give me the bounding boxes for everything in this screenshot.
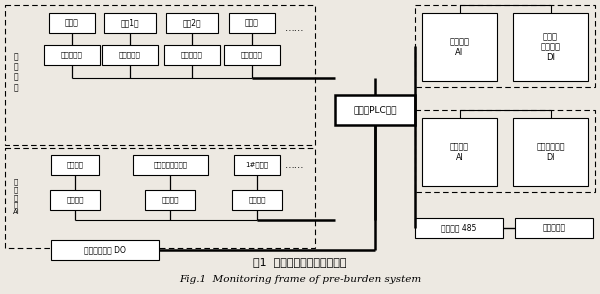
Bar bbox=[415, 110, 595, 192]
Text: 纯碱秤: 纯碱秤 bbox=[245, 19, 259, 28]
Bar bbox=[166, 13, 218, 33]
Text: 电机状态检测
DI: 电机状态检测 DI bbox=[536, 142, 565, 162]
Text: 塔顶负压风机油室: 塔顶负压风机油室 bbox=[154, 162, 187, 168]
Bar bbox=[513, 118, 588, 186]
Text: 温
度
检
测
AI: 温 度 检 测 AI bbox=[13, 179, 19, 215]
Bar bbox=[515, 218, 593, 238]
Text: 图1  前配料系统监测控制框图: 图1 前配料系统监测控制框图 bbox=[253, 257, 347, 267]
Bar bbox=[164, 45, 220, 65]
Text: 配
料
部
分: 配 料 部 分 bbox=[14, 52, 19, 92]
Text: 西门子PLC系统: 西门子PLC系统 bbox=[353, 106, 397, 114]
Text: 芝硝2秤: 芝硝2秤 bbox=[182, 19, 202, 28]
Text: 托利多仪表: 托利多仪表 bbox=[119, 52, 141, 58]
Text: 芝硝1秤: 芝硝1秤 bbox=[121, 19, 139, 28]
Bar bbox=[422, 118, 497, 186]
Bar bbox=[104, 13, 156, 33]
Text: ……: …… bbox=[285, 23, 305, 33]
Text: 1#配料罐: 1#配料罐 bbox=[245, 162, 269, 168]
Bar bbox=[44, 45, 100, 65]
Text: 变频器控制: 变频器控制 bbox=[542, 223, 566, 233]
Text: 数显仪表: 数显仪表 bbox=[161, 197, 179, 203]
Text: 电流检测
AI: 电流检测 AI bbox=[449, 37, 470, 57]
Text: 托利多仪表: 托利多仪表 bbox=[241, 52, 263, 58]
Bar bbox=[224, 45, 280, 65]
Text: 托利多仪表: 托利多仪表 bbox=[181, 52, 203, 58]
Bar bbox=[50, 190, 100, 210]
Text: 热风进塔: 热风进塔 bbox=[67, 162, 83, 168]
Bar bbox=[335, 95, 415, 125]
Text: 数显仪表: 数显仪表 bbox=[66, 197, 84, 203]
Bar bbox=[232, 190, 282, 210]
Bar bbox=[102, 45, 158, 65]
Bar bbox=[51, 240, 159, 260]
Bar bbox=[49, 13, 95, 33]
Text: 控制仪表 485: 控制仪表 485 bbox=[442, 223, 476, 233]
Text: Fig.1  Monitoring frame of pre-burden system: Fig.1 Monitoring frame of pre-burden sys… bbox=[179, 275, 421, 285]
Bar bbox=[415, 5, 595, 87]
Text: 压力检测
AI: 压力检测 AI bbox=[450, 142, 469, 162]
Bar bbox=[422, 13, 497, 81]
Bar bbox=[51, 155, 99, 175]
Text: 电机启停控制 DO: 电机启停控制 DO bbox=[84, 245, 126, 255]
Bar bbox=[133, 155, 208, 175]
Text: 数显仪表: 数显仪表 bbox=[248, 197, 266, 203]
Text: 五钠秤: 五钠秤 bbox=[65, 19, 79, 28]
Bar bbox=[145, 190, 195, 210]
Bar bbox=[234, 155, 280, 175]
Text: 变频器
故障检测
DI: 变频器 故障检测 DI bbox=[541, 32, 560, 62]
Bar bbox=[415, 218, 503, 238]
Text: ……: …… bbox=[285, 160, 305, 170]
Bar bbox=[229, 13, 275, 33]
Bar bbox=[5, 5, 315, 145]
Bar bbox=[5, 148, 315, 248]
Bar bbox=[513, 13, 588, 81]
Text: 托利多仪表: 托利多仪表 bbox=[61, 52, 83, 58]
